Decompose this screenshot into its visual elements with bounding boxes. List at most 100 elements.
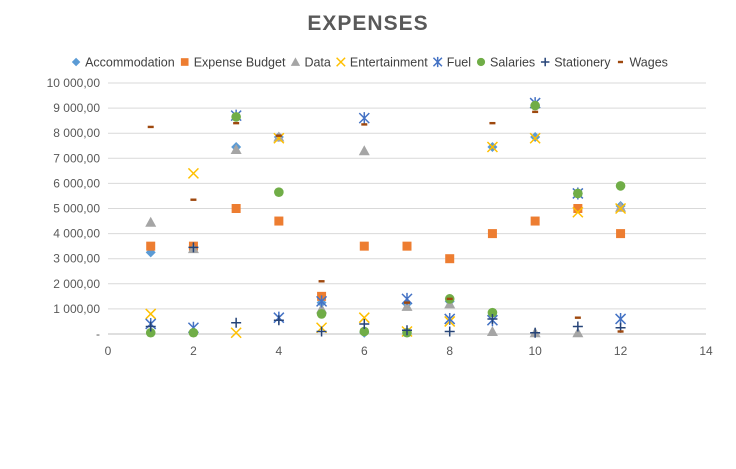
x-tick-label: 14 [699, 344, 713, 358]
data-point [574, 316, 581, 319]
data-point [361, 123, 368, 126]
data-points [145, 97, 627, 339]
series-data [145, 131, 627, 338]
data-point [529, 132, 541, 144]
data-point [358, 312, 370, 324]
data-point [187, 167, 199, 179]
data-point [231, 317, 242, 328]
data-point [145, 321, 156, 332]
x-tick-label: 0 [105, 344, 112, 358]
data-point [532, 110, 539, 114]
data-point [445, 254, 455, 264]
data-point [145, 216, 157, 227]
series-stationery [145, 242, 626, 338]
data-point [402, 325, 412, 336]
y-tick-label: 5 000,00 [53, 202, 100, 216]
data-point [486, 325, 498, 336]
chart-title: EXPENSES [307, 12, 428, 35]
data-point [617, 330, 624, 333]
data-point [487, 307, 498, 318]
y-tick-label: 7 000,00 [53, 151, 100, 165]
data-point [230, 144, 242, 155]
y-tick-label: 9 000,00 [53, 101, 100, 115]
legend-entry: Wages [617, 56, 668, 70]
data-point [359, 318, 370, 329]
data-point [318, 280, 325, 283]
data-point [573, 204, 583, 213]
data-point [530, 216, 540, 226]
x-tick-label: 8 [446, 344, 453, 358]
legend-label: Wages [629, 56, 667, 70]
series-entertainment [145, 132, 627, 339]
data-point [146, 241, 156, 251]
data-point [487, 229, 497, 239]
gridlines [108, 82, 706, 335]
data-point [489, 121, 496, 125]
legend-marker [617, 60, 624, 64]
data-point [572, 327, 584, 338]
legend-entry: Stationery [540, 56, 611, 70]
legend-label: Expense Budget [194, 56, 286, 70]
data-point [616, 229, 626, 239]
data-point [402, 241, 412, 251]
data-point [275, 134, 282, 137]
x-tick-label: 10 [528, 344, 542, 358]
data-point [316, 309, 327, 319]
data-point [530, 327, 541, 338]
data-point [273, 315, 284, 326]
x-tick-label: 4 [276, 344, 283, 358]
legend-marker [336, 57, 346, 67]
data-point [358, 112, 370, 125]
y-tick-label: 8 000,00 [53, 126, 100, 140]
legend-label: Fuel [447, 56, 471, 70]
legend-marker [180, 58, 189, 66]
series-wages [147, 110, 624, 333]
chart-legend: Accommodation Expense Budget Data Entertain… [71, 56, 668, 70]
data-point [530, 100, 540, 111]
data-point [446, 297, 453, 301]
legend-label: Stationery [554, 56, 611, 70]
data-point [190, 198, 197, 201]
series-salaries [145, 100, 626, 338]
data-point [487, 313, 498, 324]
series-expense-budget [146, 204, 626, 301]
legend-label: Salaries [490, 56, 535, 70]
data-point [401, 300, 413, 311]
x-tick-label: 12 [614, 344, 628, 358]
data-point [231, 112, 241, 122]
data-point [615, 202, 627, 215]
data-point [145, 327, 156, 338]
data-point [359, 326, 370, 337]
y-tick-label: 1 000,00 [53, 302, 100, 316]
legend-label: Accommodation [85, 56, 175, 70]
data-point [444, 326, 455, 337]
legend-entry: Fuel [432, 56, 471, 70]
data-point [530, 131, 541, 142]
y-tick-label: 10 000,00 [47, 76, 101, 90]
data-point [147, 125, 154, 129]
legend-marker [540, 57, 550, 67]
data-point [572, 321, 583, 332]
data-point [316, 326, 327, 337]
y-axis-ticks: - 1 000,00 2 000,00 3 000,00 4 000,00 5 000,0… [47, 76, 101, 341]
data-point [233, 121, 240, 125]
data-point [486, 141, 498, 153]
legend-marker [71, 57, 81, 67]
legend-entry: Accommodation [71, 56, 175, 70]
legend-marker [476, 57, 486, 67]
legend-marker [432, 56, 443, 68]
legend-label: Data [304, 56, 330, 70]
data-point [615, 181, 626, 191]
y-tick-label: 6 000,00 [53, 176, 100, 190]
data-point [145, 308, 157, 320]
data-point [188, 327, 199, 338]
data-point [231, 204, 241, 213]
legend-entry: Data [290, 56, 331, 70]
legend-entry: Expense Budget [180, 56, 286, 70]
x-axis-ticks: 0 2 4 6 8 10 12 14 [105, 344, 713, 358]
data-point [316, 295, 328, 308]
series-fuel [145, 97, 627, 334]
y-tick-label: 2 000,00 [53, 277, 100, 291]
data-point [273, 132, 285, 144]
